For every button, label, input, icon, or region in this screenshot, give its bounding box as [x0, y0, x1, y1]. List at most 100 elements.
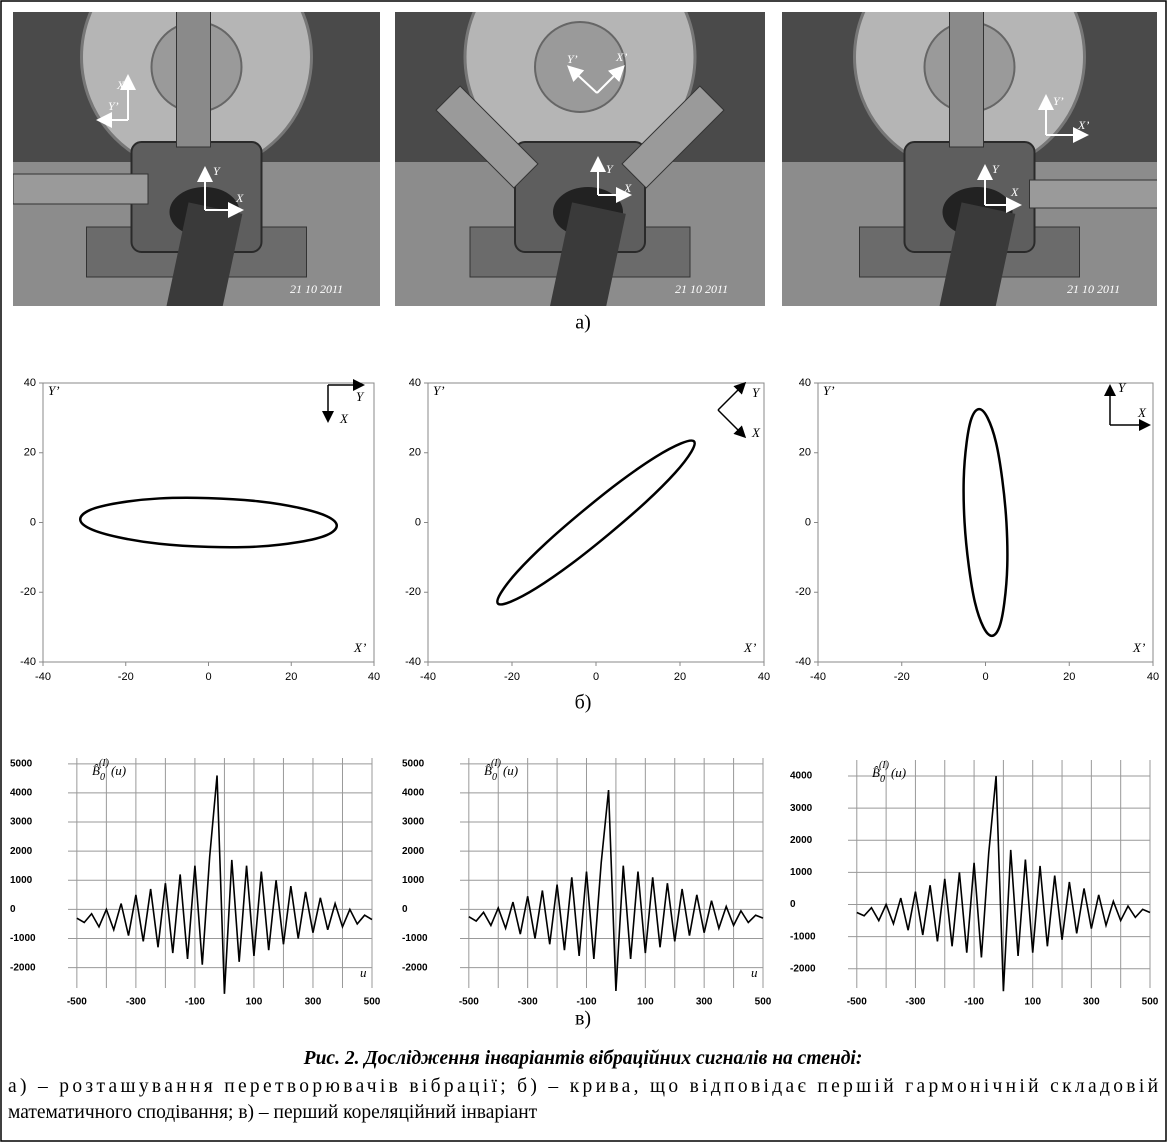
caption-line: а) – розташування перетворювачів вібраці… [8, 1076, 1158, 1097]
x-tick-label: -100 [964, 997, 984, 1008]
y-tick-label: -20 [405, 586, 421, 598]
corner-label: Y’ [823, 383, 835, 398]
axis-label: X’ [1077, 118, 1089, 132]
inset-label: X [751, 425, 761, 440]
x-tick-label: -100 [185, 997, 205, 1008]
inset-arrow [717, 409, 747, 439]
y-tick-label: -40 [405, 656, 421, 668]
axis-label: X’ [615, 50, 627, 64]
label-arg: (u) [891, 765, 906, 780]
x-tick-label: -20 [504, 671, 520, 683]
sensor [1029, 179, 1157, 209]
y-axis-label: B̂0 (I) (u) [872, 760, 906, 785]
data-line [76, 775, 373, 994]
caption-title: Рис. 2. Дослідження інваріантів вібрацій… [303, 1048, 863, 1069]
label-sub: 0 [100, 772, 105, 783]
x-tick-label: 100 [637, 997, 654, 1008]
x-tick-label: -20 [118, 671, 134, 683]
x-tick-label: 500 [755, 997, 772, 1008]
axis-label: X [1010, 185, 1019, 199]
x-tick-label: 20 [1063, 671, 1075, 683]
photo: Y’ X’ YX 21 10 2011 [395, 12, 765, 306]
x-tick-label: 0 [982, 671, 988, 683]
y-tick-label: -1000 [790, 931, 816, 942]
inset-label: X [339, 411, 349, 426]
x-tick-label: -40 [35, 671, 51, 683]
y-tick-label: 4000 [402, 788, 425, 799]
corner-label: Y’ [48, 383, 60, 398]
x-tick-label: 500 [364, 997, 381, 1008]
y-tick-label: 1000 [402, 875, 425, 886]
data-line [78, 496, 339, 549]
axis-label: Y’ [567, 52, 578, 66]
sensor [435, 85, 539, 189]
y-tick-label: -40 [20, 656, 36, 668]
label-symbol: B̂ [92, 763, 100, 778]
sensor [621, 85, 725, 189]
y-tick-label: 2000 [402, 846, 425, 857]
x-tick-label: -40 [810, 671, 826, 683]
x-tick-label: 300 [305, 997, 322, 1008]
axis-label: X [623, 181, 632, 195]
label-arg: (u) [503, 763, 518, 778]
x-tick-label: -40 [420, 671, 436, 683]
x-tick-label: -500 [459, 997, 479, 1008]
photo: X’ Y’ YX 21 10 2011 [13, 12, 380, 306]
y-tick-label: 4000 [10, 788, 33, 799]
y-tick-label: -2000 [10, 962, 36, 973]
label-sup: (I) [99, 758, 110, 769]
y-tick-label: -20 [795, 586, 811, 598]
photo-date: 21 10 2011 [290, 282, 343, 296]
panel-label: б) [575, 692, 592, 714]
inset-label: Y [356, 389, 365, 404]
axis-label: Y [606, 162, 614, 176]
x-tick-label: 0 [205, 671, 211, 683]
y-tick-label: 20 [799, 447, 811, 459]
y-tick-label: -40 [795, 656, 811, 668]
y-tick-label: 1000 [10, 875, 33, 886]
sensor [949, 12, 984, 148]
x-tick-label: -300 [518, 997, 538, 1008]
y-tick-label: 3000 [402, 817, 425, 828]
caption-line: математичного сподівання; в) – перший ко… [8, 1102, 538, 1123]
motor-hub [534, 21, 626, 113]
panel-label: в) [575, 1008, 591, 1030]
y-tick-label: -1000 [402, 933, 428, 944]
x-tick-label: 100 [1024, 997, 1041, 1008]
y-tick-label: 40 [409, 377, 421, 389]
x-tick-label: 0 [593, 671, 599, 683]
axis-label: X [235, 191, 244, 205]
axis-label: X’ [116, 78, 128, 92]
y-tick-label: 5000 [10, 758, 33, 769]
inset-label: X [1137, 405, 1147, 420]
axis-arrow [567, 65, 598, 94]
panel-label: а) [575, 312, 591, 334]
y-tick-label: -2000 [402, 962, 428, 973]
x-axis-label: u [360, 965, 367, 980]
y-tick-label: 0 [10, 904, 16, 915]
axis-label: Y’ [108, 99, 119, 113]
x-tick-label: 20 [285, 671, 297, 683]
photo-date: 21 10 2011 [1067, 282, 1120, 296]
y-tick-label: 2000 [10, 846, 33, 857]
sensor [13, 173, 149, 205]
y-tick-label: 1000 [790, 867, 813, 878]
label-symbol: B̂ [484, 763, 492, 778]
y-tick-label: -20 [20, 586, 36, 598]
x-tick-label: 40 [1147, 671, 1159, 683]
label-symbol: B̂ [872, 765, 880, 780]
y-tick-label: 40 [24, 377, 36, 389]
photo-scene [782, 12, 1157, 306]
photo-scene [13, 12, 380, 306]
data-line [496, 439, 696, 606]
corner-label: X’ [353, 640, 366, 655]
x-axis-label: u [751, 965, 758, 980]
x-tick-label: -500 [67, 997, 87, 1008]
x-tick-label: 100 [246, 997, 263, 1008]
y-tick-label: 0 [790, 899, 796, 910]
